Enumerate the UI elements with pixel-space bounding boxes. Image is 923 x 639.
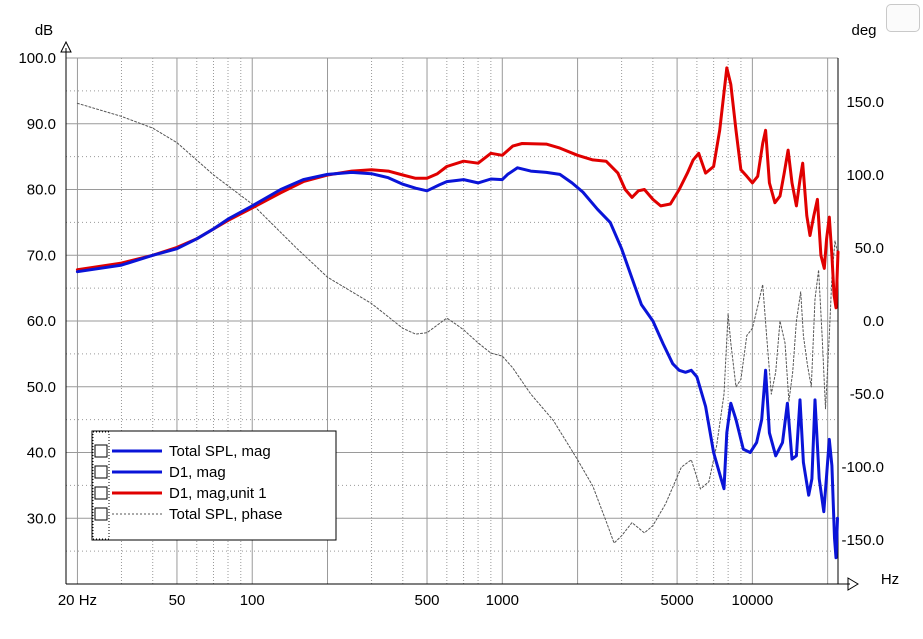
legend: Total SPL, mag D1, mag D1, mag,unit 1 Total… [91, 430, 337, 541]
y2-tick-label: 100.0 [846, 167, 884, 184]
legend-checkbox[interactable] [94, 486, 108, 500]
y-tick-label: 40.0 [27, 445, 56, 462]
legend-label: D1, mag,unit 1 [169, 485, 267, 502]
series [75, 66, 840, 560]
y-tick-label: 80.0 [27, 182, 56, 199]
series-line-d1-mag-unit-1 [75, 66, 840, 310]
x-tick-label: 5000 [660, 592, 693, 609]
x-tick-label: 20 Hz [58, 592, 97, 609]
legend-label: Total SPL, mag [169, 443, 271, 460]
y2-tick-label: 50.0 [855, 240, 884, 257]
x-tick-label: 10000 [732, 592, 774, 609]
y-tick-label: 60.0 [27, 313, 56, 330]
y-tick-label: 70.0 [27, 247, 56, 264]
legend-checkbox[interactable] [94, 465, 108, 479]
legend-checkbox[interactable] [94, 444, 108, 458]
x-axis-arrow-icon [847, 577, 859, 591]
y2-axis-label: deg [851, 22, 876, 39]
tick-labels: 20 Hz 50 100 500 1000 5000 10000 100.0 90.0 80.0 7… [18, 50, 884, 609]
legend-handle[interactable] [92, 431, 110, 540]
axes: dB deg Hz [35, 22, 899, 591]
y-tick-label: 100.0 [18, 50, 56, 67]
y-tick-label: 90.0 [27, 116, 56, 133]
series-line-d1-mag [75, 166, 839, 560]
x-tick-label: 50 [169, 592, 186, 609]
legend-label: Total SPL, phase [169, 506, 282, 523]
legend-checkbox[interactable] [94, 507, 108, 521]
y2-tick-label: -50.0 [850, 386, 884, 403]
y2-tick-label: -100.0 [841, 459, 884, 476]
x-tick-label: 1000 [486, 592, 519, 609]
legend-box [91, 430, 337, 541]
y2-tick-label: -150.0 [841, 532, 884, 549]
x-axis-label: Hz [881, 571, 899, 588]
y-tick-label: 30.0 [27, 510, 56, 527]
y-axis-arrow-icon [60, 40, 72, 53]
legend-label: D1, mag [169, 464, 226, 481]
x-tick-label: 100 [240, 592, 265, 609]
y-axis-label: dB [35, 22, 53, 39]
y2-tick-label: 150.0 [846, 94, 884, 111]
series-line-total-spl-phase [76, 102, 839, 544]
x-tick-label: 500 [415, 592, 440, 609]
y-tick-label: 50.0 [27, 379, 56, 396]
y2-tick-label: 0.0 [863, 313, 884, 330]
window-corner-button[interactable] [886, 4, 920, 32]
